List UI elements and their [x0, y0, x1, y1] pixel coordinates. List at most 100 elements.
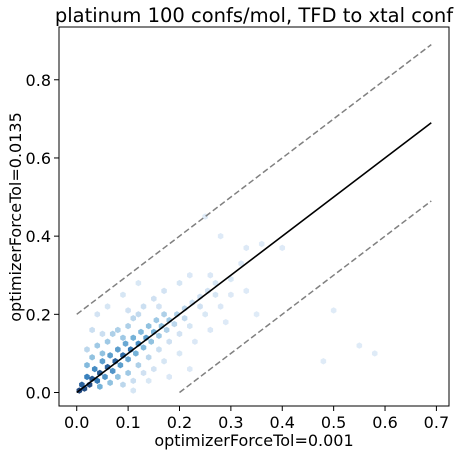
hexbin-cell [133, 350, 139, 357]
y-tick-label: 0.2 [26, 305, 51, 324]
hexbin-cell [104, 303, 111, 310]
hexbin-cell [89, 326, 95, 334]
hexbin-cell [176, 330, 183, 338]
hexbin-cell [125, 369, 131, 377]
hexbin-cell [253, 311, 260, 318]
hexbin-cell [125, 307, 131, 314]
hexbin-cell [202, 311, 208, 318]
hexbin-cell [187, 272, 193, 279]
hexbin-cell [161, 358, 167, 365]
hexbin-cell [135, 361, 142, 369]
hexbin-cell [130, 377, 137, 384]
y-axis-ticks: 0.0 0.2 0.4 0.6 0.8 [26, 71, 59, 403]
x-tick-label: 0.1 [115, 413, 140, 432]
y-tick-label: 0.6 [26, 149, 51, 168]
hexbin-cell [104, 338, 111, 345]
hexbin-cell [107, 379, 113, 386]
hexbin-cell [151, 295, 157, 302]
hexbin-cell [330, 307, 337, 314]
hexbin-cell [97, 383, 103, 390]
hexbin-cell [99, 358, 106, 365]
hexbin-cell [107, 352, 113, 359]
hexbin-cell [135, 311, 142, 318]
x-tick-label: 0.7 [424, 413, 449, 432]
hexbin-cell [140, 369, 147, 377]
hexbin-cell [125, 322, 131, 330]
y-tick-label: 0.4 [26, 227, 51, 246]
hexbin-cell [115, 346, 121, 353]
hexbin-cell [94, 377, 101, 384]
hexbin-cell [156, 346, 162, 353]
hexbin-cell [84, 361, 90, 369]
hexbin-cell [130, 334, 137, 341]
hexbin-cell [120, 291, 126, 298]
hexbin-cell [102, 373, 108, 381]
hexbin-cell [99, 350, 106, 357]
hexbin-cell [117, 361, 124, 369]
hexbin-cell [217, 232, 224, 240]
hexbin-cell [125, 356, 131, 363]
hexbin-cell [84, 373, 90, 381]
x-tick-label: 0.5 [321, 413, 346, 432]
hexbin-cell [258, 240, 265, 248]
x-tick-label: 0.0 [64, 413, 89, 432]
x-tick-label: 0.4 [270, 413, 295, 432]
lower-bound-line [179, 200, 432, 394]
hexbin-cell [84, 346, 90, 353]
hexbin-cell [238, 260, 244, 267]
hexbin-cell [243, 287, 250, 295]
hexbin-cell [120, 381, 126, 388]
identity-line [76, 122, 432, 394]
hexbin-cell [207, 272, 214, 279]
hexbin-cell [115, 326, 121, 334]
hexbin-cell [207, 326, 214, 334]
hexbin-cell [89, 354, 95, 361]
hexbin-cell [320, 358, 327, 365]
hexbin-cell [120, 334, 126, 341]
hexbin-cell [187, 322, 193, 330]
hexbin-cell [91, 365, 98, 373]
hexbin-cell [187, 365, 193, 373]
hexbin-cell [135, 279, 142, 287]
hexbin-cell [228, 275, 234, 283]
hexbin-cell [153, 316, 160, 324]
x-axis-label: optimizerForceTol=0.001 [154, 431, 353, 450]
hexbin-cell [115, 373, 121, 381]
hexbin-cell [99, 330, 106, 338]
hexbin-cell [94, 342, 101, 349]
hexbin-cell [212, 279, 219, 287]
hexbin-cell [212, 291, 219, 298]
hexbin-cell [163, 326, 170, 334]
hexbin-cell [140, 344, 147, 351]
chart-title: platinum 100 confs/mol, TFD to xtal conf [55, 4, 454, 27]
y-axis-label: optimizerForceTol=0.0135 [6, 112, 25, 321]
hexbin-cell [148, 338, 154, 345]
hexbin-cell [140, 303, 147, 310]
hexbin-cell [371, 350, 378, 357]
hexbin-cell [79, 381, 85, 388]
hexbin-cell [122, 340, 129, 347]
hexbin-cell [156, 303, 162, 310]
hexbin-cell [176, 279, 183, 287]
hexbin-cell [222, 318, 229, 326]
x-tick-label: 0.3 [218, 413, 243, 432]
plot-area-frame [58, 26, 450, 407]
hexbin-cell [181, 315, 188, 322]
y-tick-label: 0.0 [26, 384, 51, 403]
hexbin-cell [151, 365, 157, 373]
hexbin-cell [171, 320, 178, 328]
upper-bound-line [76, 43, 432, 315]
hexbin-cell [109, 330, 116, 338]
hexbin-cell [192, 338, 198, 345]
hexbin-cell [94, 311, 101, 318]
x-tick-label: 0.6 [372, 413, 397, 432]
hexbin-cell [145, 354, 152, 361]
hexbin-cell [217, 303, 224, 310]
hexbin-cell [145, 322, 152, 330]
hexbin-cell [161, 287, 167, 295]
hexbin-cell [356, 342, 363, 349]
hexbin-cell [130, 315, 137, 322]
hexbin-cell [279, 244, 286, 252]
reference-lines-layer [76, 43, 432, 394]
